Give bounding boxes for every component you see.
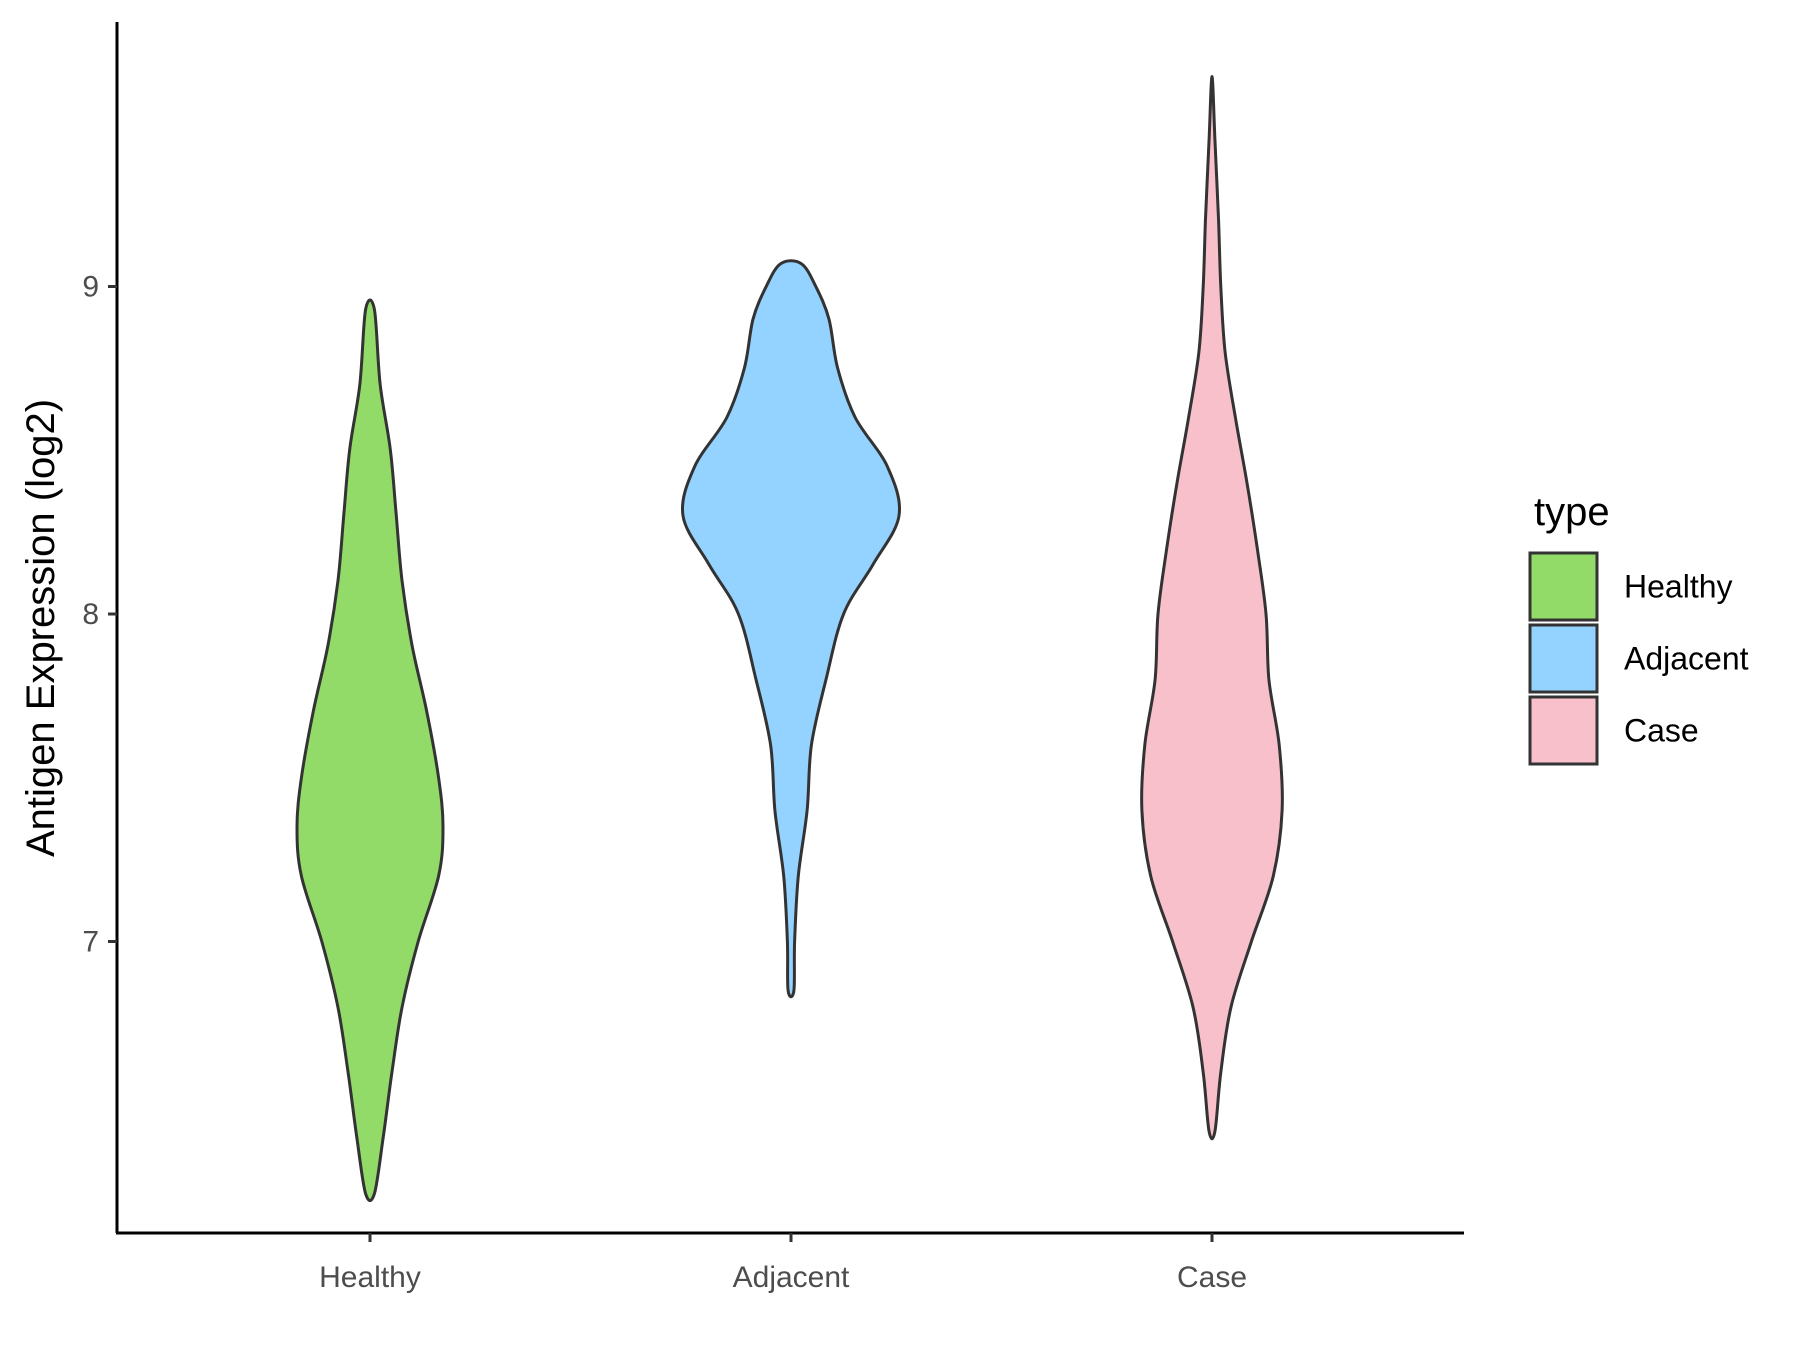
violins-group — [295, 75, 1284, 1203]
x-tick-label: Adjacent — [733, 1261, 850, 1294]
legend-label-case: Case — [1624, 713, 1699, 749]
legend-label-adjacent: Adjacent — [1624, 641, 1749, 677]
y-tick-label: 7 — [82, 926, 99, 959]
violin-adjacent — [680, 259, 902, 999]
y-ticks-group: 7 8 9 — [82, 271, 117, 959]
legend-key-case — [1528, 695, 1599, 766]
legend-title: type — [1534, 490, 1610, 534]
y-tick-label: 9 — [82, 271, 99, 304]
x-ticks-group: Healthy Adjacent Case — [319, 1233, 1247, 1294]
y-tick-label: 8 — [82, 598, 99, 631]
violin-case — [1140, 75, 1284, 1141]
legend-label-healthy: Healthy — [1624, 569, 1733, 605]
legend: type Healthy Adjacent Case — [1528, 490, 1749, 766]
x-tick-label: Case — [1177, 1261, 1247, 1294]
violin-healthy — [295, 298, 445, 1203]
y-axis-title: Antigen Expression (log2) — [19, 399, 63, 857]
legend-key-healthy — [1528, 551, 1599, 622]
x-tick-label: Healthy — [319, 1261, 421, 1294]
legend-key-adjacent — [1528, 623, 1599, 694]
